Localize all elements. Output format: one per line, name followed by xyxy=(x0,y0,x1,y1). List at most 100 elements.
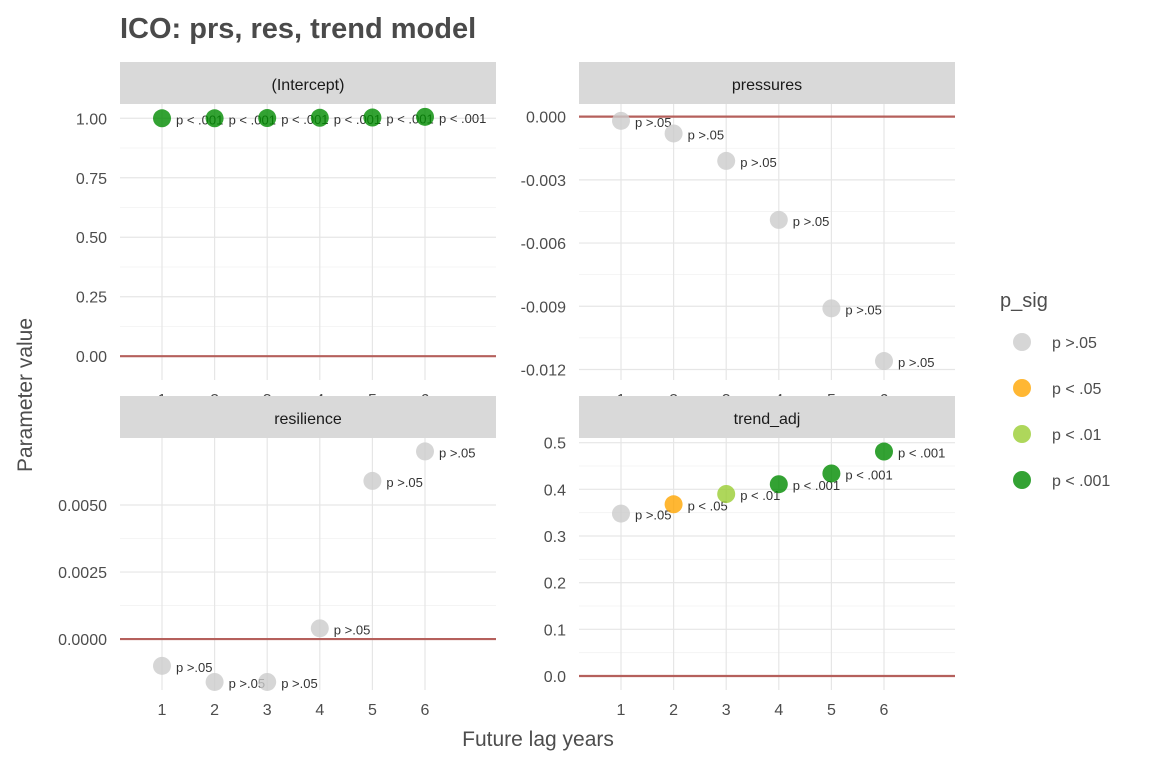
facet-strip-label: trend_adj xyxy=(734,411,801,428)
facet-panel-0: (Intercept)0.000.250.500.751.00123456p <… xyxy=(76,62,496,409)
significance-label: p < .001 xyxy=(793,478,840,493)
significance-label: p >.05 xyxy=(898,355,935,370)
y-tick-label: 0.0000 xyxy=(58,632,107,649)
y-tick-label: 0.25 xyxy=(76,290,107,307)
x-tick-label: 4 xyxy=(315,702,324,719)
legend-key-label: p < .01 xyxy=(1052,427,1101,444)
data-point xyxy=(822,299,841,318)
chart-title: ICO: prs, res, trend model xyxy=(120,13,476,45)
data-point xyxy=(153,656,171,675)
data-point xyxy=(612,111,630,130)
significance-label: p >.05 xyxy=(281,676,318,691)
y-tick-label: -0.012 xyxy=(521,362,566,379)
data-point xyxy=(205,672,224,691)
significance-label: p >.05 xyxy=(176,660,213,675)
x-tick-label: 2 xyxy=(669,702,678,719)
legend-key-label: p < .05 xyxy=(1052,381,1101,398)
data-point xyxy=(875,352,893,371)
legend: p_sig p >.05 p < .05 p < .01 p < .001 xyxy=(1000,290,1110,490)
data-point xyxy=(769,210,788,229)
x-tick-label: 6 xyxy=(421,702,430,719)
x-tick-label: 5 xyxy=(368,702,377,719)
facet-panel-3: trend_adj 0.0 0.1 0.2 0.3 0.4 0.5 1 2 3 4 5 6 p >.05 p… xyxy=(544,396,955,719)
facet-strip-label: (Intercept) xyxy=(272,77,345,94)
x-axis-title: Future lag years xyxy=(462,728,614,751)
y-tick-label: 0.75 xyxy=(76,171,107,188)
y-axis-title: Parameter value xyxy=(14,318,37,472)
x-tick-label: 1 xyxy=(617,702,626,719)
x-tick-label: 6 xyxy=(880,702,889,719)
significance-label: p < .001 xyxy=(898,446,945,461)
x-tick-label: 4 xyxy=(774,702,783,719)
y-tick-label: 0.2 xyxy=(544,576,566,593)
significance-label: p >.05 xyxy=(229,676,266,691)
legend-key-marker xyxy=(1013,425,1031,443)
facet-strip-label: resilience xyxy=(274,411,342,428)
significance-label: p < .001 xyxy=(439,111,486,126)
data-point xyxy=(310,108,329,127)
data-point xyxy=(717,151,736,170)
y-tick-label: 0.0 xyxy=(544,669,566,686)
legend-title: p_sig xyxy=(1000,290,1048,312)
significance-label: p >.05 xyxy=(386,475,423,490)
data-point xyxy=(153,109,171,128)
legend-key-marker xyxy=(1013,379,1031,397)
data-point xyxy=(258,109,277,128)
y-tick-label: -0.003 xyxy=(521,173,566,190)
significance-label: p >.05 xyxy=(793,214,830,229)
facet-panels: (Intercept)0.000.250.500.751.00123456p <… xyxy=(58,62,955,719)
y-tick-label: 0.0025 xyxy=(58,565,107,582)
y-tick-label: 0.5 xyxy=(544,436,566,453)
data-point xyxy=(664,495,683,514)
significance-label: p >.05 xyxy=(845,302,882,317)
facet-strip xyxy=(579,396,955,438)
data-point xyxy=(664,124,683,143)
data-point xyxy=(416,107,434,126)
y-tick-label: 0.0050 xyxy=(58,498,107,515)
y-tick-label: -0.006 xyxy=(521,236,566,253)
legend-key-label: p < .001 xyxy=(1052,473,1110,490)
y-tick-label: 0.3 xyxy=(544,529,566,546)
facet-strip xyxy=(579,62,955,104)
legend-key-marker xyxy=(1013,333,1031,351)
y-tick-label: 0.00 xyxy=(76,349,107,366)
data-point xyxy=(822,464,841,483)
x-tick-label: 2 xyxy=(210,702,219,719)
data-point xyxy=(363,108,382,127)
facet-strip xyxy=(120,396,496,438)
x-tick-label: 3 xyxy=(722,702,731,719)
data-point xyxy=(416,442,434,461)
legend-key-label: p >.05 xyxy=(1052,335,1097,352)
significance-label: p < .001 xyxy=(845,467,892,482)
x-tick-label: 3 xyxy=(263,702,272,719)
y-tick-label: 0.000 xyxy=(526,110,566,127)
facet-panel-2: resilience 0.0000 0.0025 0.0050 1 2 3 4 5 6 p >.05… xyxy=(58,396,496,719)
y-tick-label: 0.1 xyxy=(544,622,566,639)
facet-strip-label: pressures xyxy=(732,77,802,94)
data-point xyxy=(612,504,630,523)
data-point xyxy=(717,485,736,503)
data-point xyxy=(310,619,329,638)
data-point xyxy=(875,442,893,461)
data-point xyxy=(769,475,788,494)
facet-strip xyxy=(120,62,496,104)
significance-label: p >.05 xyxy=(740,155,777,170)
data-point xyxy=(258,672,277,691)
x-tick-label: 5 xyxy=(827,702,836,719)
x-tick-label: 1 xyxy=(158,702,167,719)
data-point xyxy=(363,471,382,490)
significance-label: p >.05 xyxy=(439,445,476,460)
y-tick-label: 1.00 xyxy=(76,111,107,128)
significance-label: p >.05 xyxy=(635,508,672,523)
y-tick-label: 0.4 xyxy=(544,482,566,499)
significance-label: p < .05 xyxy=(688,498,728,513)
facet-panel-1: pressures-0.012-0.009-0.006-0.0030.00012… xyxy=(521,62,955,409)
legend-key-marker xyxy=(1013,471,1031,489)
significance-label: p < .01 xyxy=(740,488,780,503)
significance-label: p >.05 xyxy=(334,622,371,637)
y-tick-label: 0.50 xyxy=(76,230,107,247)
significance-label: p >.05 xyxy=(688,127,725,142)
y-tick-label: -0.009 xyxy=(521,299,566,316)
data-point xyxy=(205,109,224,128)
